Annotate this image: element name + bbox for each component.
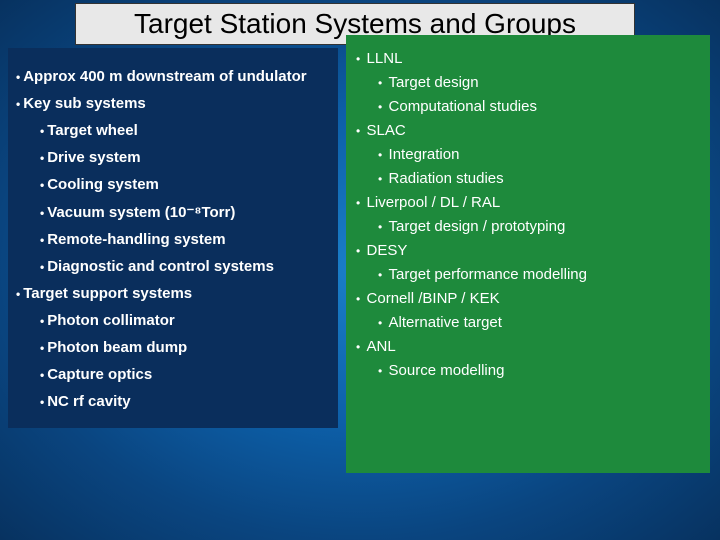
item-text: LLNL	[367, 50, 403, 67]
item-text: Radiation studies	[389, 170, 504, 187]
bullet-icon: •	[16, 97, 20, 111]
right-item: • Radiation studies	[378, 170, 700, 187]
left-item: •Diagnostic and control systems	[40, 258, 330, 275]
bullet-icon: •	[378, 220, 386, 234]
item-text: Diagnostic and control systems	[47, 258, 274, 275]
bullet-icon: •	[356, 292, 364, 306]
bullet-icon: •	[356, 244, 364, 258]
left-item: •Drive system	[40, 149, 330, 166]
bullet-icon: •	[40, 341, 44, 355]
right-item: • Target design	[378, 74, 700, 91]
right-item: • ANL	[356, 338, 700, 355]
item-text: Cooling system	[47, 176, 159, 193]
item-text: Capture optics	[47, 366, 152, 383]
left-item: •Target support systems	[16, 285, 330, 302]
right-panel: • LLNL • Target design • Computational s…	[346, 35, 710, 473]
right-item: • Cornell /BINP / KEK	[356, 290, 700, 307]
right-item: • Liverpool / DL / RAL	[356, 194, 700, 211]
bullet-icon: •	[356, 124, 364, 138]
bullet-icon: •	[40, 206, 44, 220]
bullet-icon: •	[378, 316, 386, 330]
left-item: •Approx 400 m downstream of undulator	[16, 68, 330, 85]
item-text: Key sub systems	[23, 95, 146, 112]
item-text: Drive system	[47, 149, 140, 166]
bullet-icon: •	[40, 124, 44, 138]
bullet-icon: •	[378, 364, 386, 378]
right-item: • LLNL	[356, 50, 700, 67]
bullet-icon: •	[40, 151, 44, 165]
left-item: •Remote-handling system	[40, 231, 330, 248]
item-text: Target design	[389, 74, 479, 91]
left-item: •Key sub systems	[16, 95, 330, 112]
bullet-icon: •	[40, 314, 44, 328]
right-item: • Source modelling	[378, 362, 700, 379]
right-item: • Target performance modelling	[378, 266, 700, 283]
left-panel: •Approx 400 m downstream of undulator •K…	[8, 48, 338, 428]
item-text: Approx 400 m downstream of undulator	[23, 68, 306, 85]
left-item: •Photon collimator	[40, 312, 330, 329]
right-item: • DESY	[356, 242, 700, 259]
item-text: Target design / prototyping	[389, 218, 566, 235]
bullet-icon: •	[356, 340, 364, 354]
bullet-icon: •	[40, 178, 44, 192]
item-text: SLAC	[367, 122, 406, 139]
bullet-icon: •	[378, 148, 386, 162]
bullet-icon: •	[378, 76, 386, 90]
bullet-icon: •	[378, 100, 386, 114]
item-text: Cornell /BINP / KEK	[367, 290, 500, 307]
right-item: • Computational studies	[378, 98, 700, 115]
left-item: •Capture optics	[40, 366, 330, 383]
left-item: •Target wheel	[40, 122, 330, 139]
left-item: •Vacuum system (10⁻⁸Torr)	[40, 203, 330, 221]
item-text: DESY	[367, 242, 408, 259]
item-text: ANL	[367, 338, 396, 355]
item-text: Photon collimator	[47, 312, 175, 329]
bullet-icon: •	[356, 196, 364, 210]
left-item: •NC rf cavity	[40, 393, 330, 410]
bullet-icon: •	[40, 368, 44, 382]
right-item: • SLAC	[356, 122, 700, 139]
item-text: Computational studies	[389, 98, 537, 115]
item-text: Vacuum system (10⁻⁸Torr)	[47, 204, 235, 221]
bullet-icon: •	[356, 52, 364, 66]
bullet-icon: •	[40, 395, 44, 409]
left-item: •Photon beam dump	[40, 339, 330, 356]
bullet-icon: •	[378, 172, 386, 186]
right-item: • Target design / prototyping	[378, 218, 700, 235]
item-text: Integration	[389, 146, 460, 163]
right-item: • Alternative target	[378, 314, 700, 331]
bullet-icon: •	[16, 70, 20, 84]
item-text: Alternative target	[389, 314, 502, 331]
item-text: NC rf cavity	[47, 393, 130, 410]
item-text: Target wheel	[47, 122, 138, 139]
bullet-icon: •	[40, 233, 44, 247]
item-text: Liverpool / DL / RAL	[367, 194, 501, 211]
item-text: Photon beam dump	[47, 339, 187, 356]
item-text: Source modelling	[389, 362, 505, 379]
item-text: Target performance modelling	[389, 266, 587, 283]
item-text: Remote-handling system	[47, 231, 225, 248]
item-text: Target support systems	[23, 285, 192, 302]
bullet-icon: •	[378, 268, 386, 282]
left-item: •Cooling system	[40, 176, 330, 193]
right-item: • Integration	[378, 146, 700, 163]
bullet-icon: •	[40, 260, 44, 274]
bullet-icon: •	[16, 287, 20, 301]
